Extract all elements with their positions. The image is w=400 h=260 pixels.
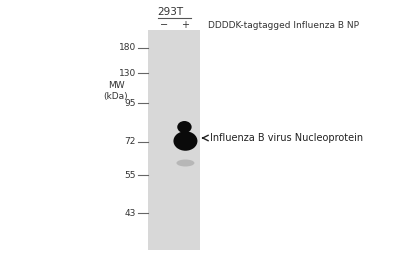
Ellipse shape	[174, 131, 198, 151]
Text: 43: 43	[125, 209, 136, 218]
Ellipse shape	[176, 159, 194, 166]
Text: 180: 180	[119, 43, 136, 53]
Text: +: +	[182, 20, 190, 30]
Bar	[148, 30, 200, 250]
Text: 130: 130	[119, 68, 136, 77]
Text: 72: 72	[125, 138, 136, 146]
Text: −: −	[160, 20, 168, 30]
Text: 55: 55	[124, 171, 136, 179]
Text: MW: MW	[108, 81, 124, 90]
Ellipse shape	[177, 121, 192, 133]
Text: Influenza B virus Nucleoprotein: Influenza B virus Nucleoprotein	[210, 133, 363, 143]
Text: 293T: 293T	[157, 7, 183, 17]
Text: DDDDK-tagtagged Influenza B NP: DDDDK-tagtagged Influenza B NP	[208, 21, 359, 29]
Text: (kDa): (kDa)	[104, 93, 128, 101]
Text: 95: 95	[124, 99, 136, 107]
